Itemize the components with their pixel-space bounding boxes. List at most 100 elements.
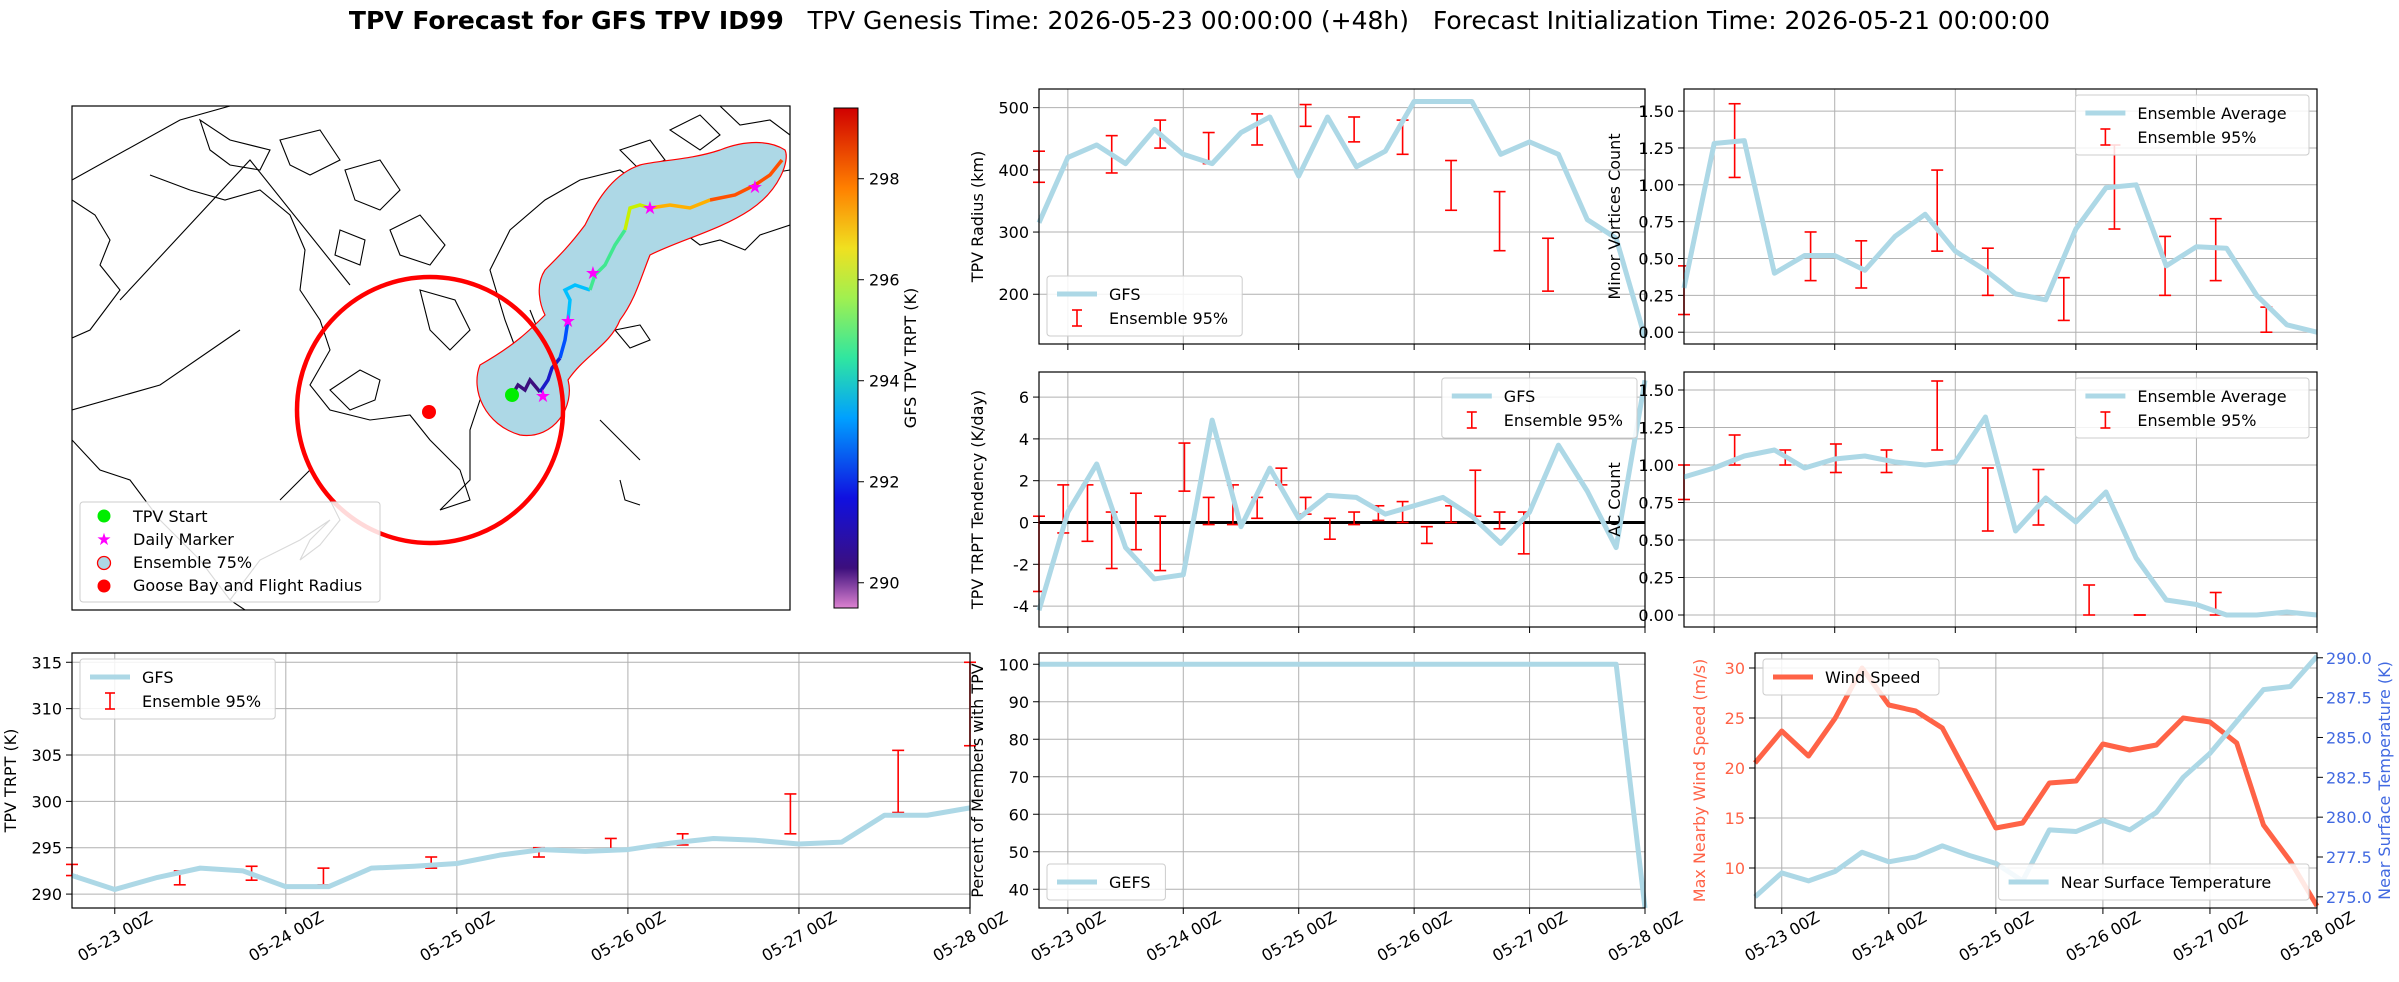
legend-label: GFS — [142, 668, 173, 687]
y-tick-label: 30 — [1725, 659, 1745, 678]
map-coastline — [613, 324, 651, 349]
map-coastline — [344, 159, 401, 211]
y-tick-label: 70 — [1009, 768, 1029, 787]
tpv-track-segment — [562, 283, 591, 321]
y-tick-label: 500 — [998, 99, 1029, 118]
legend-label: GEFS — [1109, 873, 1151, 892]
colorbar-tick-label: 298 — [869, 170, 900, 189]
tpv-track-segment — [558, 319, 570, 359]
map-legend: TPV Start ★ Daily Marker Ensemble 75% Go… — [79, 501, 381, 603]
y-tick-label: 200 — [998, 285, 1029, 304]
colorbar-ticks: 290 292 294 296 298 — [858, 170, 900, 593]
plot-frame — [1038, 88, 1646, 345]
legend-label: Ensemble Average — [2137, 387, 2286, 406]
series-line — [1036, 98, 1648, 339]
tpv-start-marker — [505, 388, 519, 402]
y-axis-label: AC Count — [1605, 462, 1624, 536]
x-tick-label: 05-23 00Z — [74, 907, 155, 965]
series-line — [71, 805, 971, 892]
legend-label: Ensemble 95% — [2137, 411, 2256, 430]
series-line — [1753, 654, 2319, 899]
x-tick-label: 05-23 00Z — [1027, 907, 1108, 965]
legend-ensemble-label: Ensemble 75% — [133, 553, 252, 572]
colorbar-tick-label: 296 — [869, 271, 900, 290]
colorbar-tick-label: 292 — [869, 473, 900, 492]
x-tick-label: 05-27 00Z — [2170, 907, 2251, 965]
y-tick-label: 310 — [31, 700, 62, 719]
y-tick-label: 305 — [31, 746, 62, 765]
y-tick-label-right: 287.5 — [2326, 689, 2372, 708]
tpv-track-segment — [623, 203, 651, 231]
daily-marker: ★ — [585, 263, 601, 284]
figure-title: TPV Forecast for GFS TPV ID99 TPV Genesi… — [0, 6, 2399, 35]
legend-label: Ensemble 95% — [1504, 411, 1623, 430]
x-tick-label: 05-24 00Z — [1143, 907, 1224, 965]
x-tick-label: 05-27 00Z — [1489, 907, 1570, 965]
legend-box — [1998, 863, 2310, 901]
map-coastline — [72, 199, 121, 339]
y-tick-label-right: 277.5 — [2326, 848, 2372, 867]
y-axis-label: TPV Radius (km) — [968, 151, 987, 284]
legend-label: Wind Speed — [1825, 668, 1920, 687]
y-tick-label: 300 — [998, 223, 1029, 242]
y-tick-label: 0.50 — [1638, 250, 1674, 269]
y-tick-label: 1.25 — [1638, 419, 1674, 438]
legend-box — [1046, 275, 1243, 337]
legend-label: GFS — [1504, 387, 1535, 406]
plot-frame — [71, 652, 971, 909]
legend-ensemble-symbol — [96, 555, 112, 571]
y-tick-label: 1.00 — [1638, 176, 1674, 195]
map-coastline — [149, 174, 471, 511]
y-tick-label: 315 — [31, 653, 62, 672]
y-tick-label: 25 — [1725, 709, 1745, 728]
map-coastline — [719, 106, 790, 136]
map-panel: ★ ★ ★ ★ ★ TPV Start ★ Daily Marker Ensem… — [71, 105, 920, 611]
legend-box — [1441, 377, 1638, 439]
colorbar-tick-label: 290 — [869, 574, 900, 593]
tpv-track-segment — [709, 158, 784, 202]
y-tick-label: 300 — [31, 792, 62, 811]
series-line — [1683, 414, 2318, 618]
wind-temperature-chart: 05-23 00Z 05-24 00Z 05-25 00Z 05-26 00Z 05-2… — [1690, 649, 2394, 966]
map-coastline — [334, 229, 366, 266]
y-tick-label: 80 — [1009, 730, 1029, 749]
legend-goosebay-label: Goose Bay and Flight Radius — [133, 576, 362, 595]
legend-label: Ensemble 95% — [1109, 309, 1228, 328]
colorbar-tick-label: 294 — [869, 372, 900, 391]
trpt-chart: 05-23 00Z 05-24 00Z 05-25 00Z 05-26 00Z 05-2… — [1, 652, 1011, 965]
daily-marker: ★ — [642, 198, 658, 219]
radius-chart: 200 300 400 500 TPV Radius (km) GFS Ensemble 9… — [968, 88, 1648, 350]
legend-label: GFS — [1109, 285, 1140, 304]
y-axis-label: TPV TRPT Tendency (K/day) — [968, 390, 987, 610]
x-tick-label: 05-26 00Z — [1374, 907, 1455, 965]
legend-goosebay-symbol — [97, 579, 111, 593]
map-coastline — [668, 114, 721, 151]
y-tick-label: 2 — [1019, 472, 1029, 491]
y-axis-label: Percent of Members with TPV — [968, 663, 987, 897]
ac-count-chart: 0.00 0.25 0.50 0.75 1.00 1.25 1.50 AC Count Ense… — [1605, 371, 2318, 633]
y-tick-label: 4 — [1019, 430, 1029, 449]
colorbar — [833, 107, 859, 609]
y-tick-label: 0.50 — [1638, 531, 1674, 550]
y-tick-label: 290 — [31, 885, 62, 904]
colorbar-label: GFS TPV TRPT (K) — [901, 288, 920, 428]
legend-box — [79, 658, 276, 720]
y-axis-label: Max Nearby Wind Speed (m/s) — [1690, 659, 1709, 902]
series-line — [1036, 379, 1648, 611]
x-tick-label: 05-24 00Z — [1848, 907, 1929, 965]
y-tick-label: -4 — [1013, 597, 1029, 616]
figure-title-bold: TPV Forecast for GFS TPV ID99 — [348, 6, 784, 35]
legend-start-symbol — [97, 509, 111, 523]
y-tick-label: 100 — [998, 655, 1029, 674]
y-tick-label: 295 — [31, 839, 62, 858]
y-tick-label: 15 — [1725, 809, 1745, 828]
legend-daily-label: Daily Marker — [133, 530, 234, 549]
map-coastline — [419, 289, 471, 351]
daily-marker: ★ — [560, 311, 576, 332]
flight-radius-circle — [294, 274, 566, 546]
y-tick-label: 20 — [1725, 759, 1745, 778]
map-coastline — [599, 419, 641, 461]
map-coastline — [679, 224, 790, 251]
legend-box — [1046, 863, 1166, 901]
